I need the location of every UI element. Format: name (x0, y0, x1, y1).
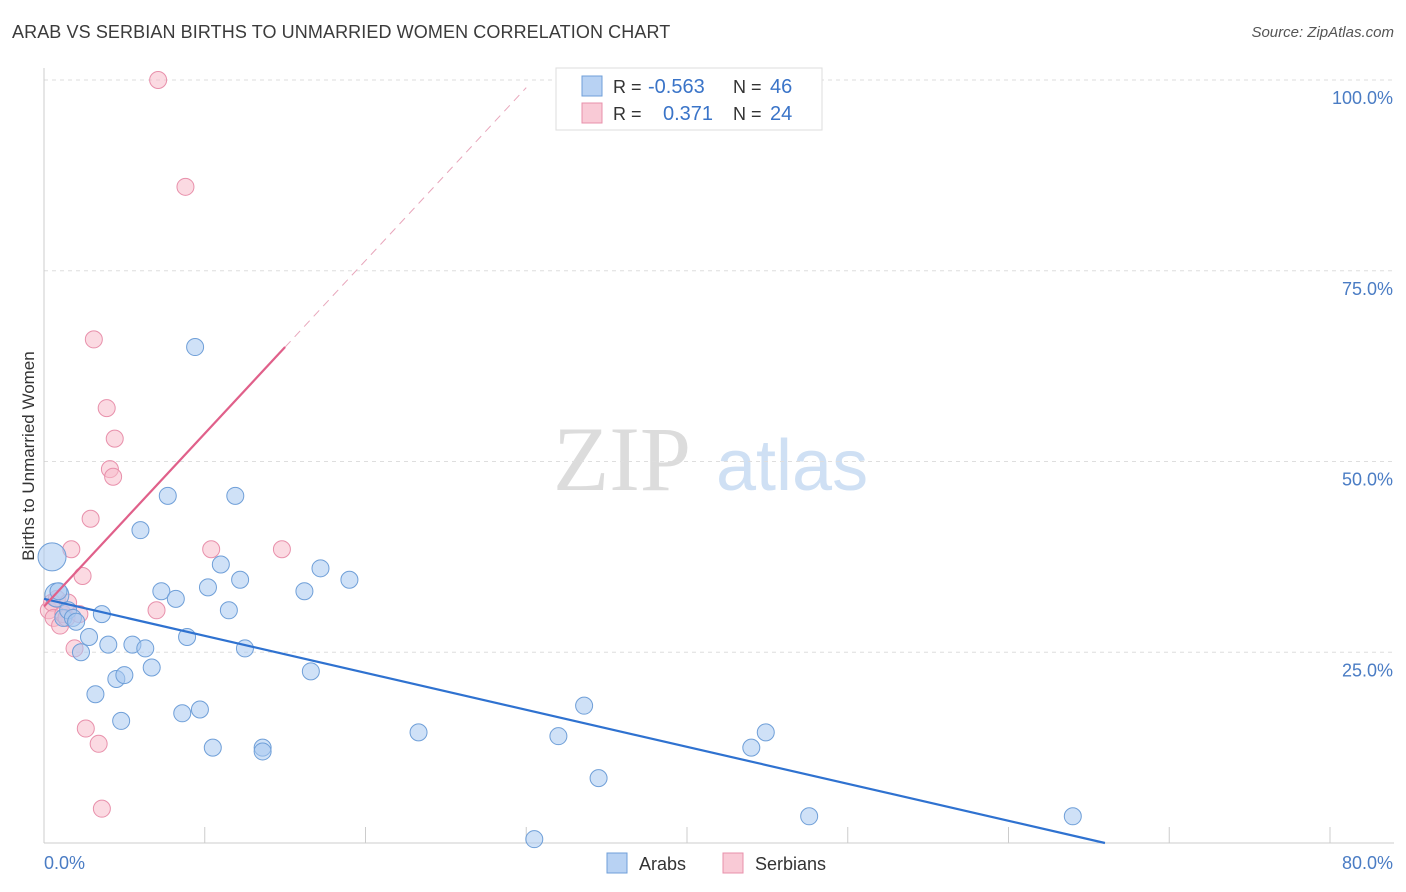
arabs-point (409, 723, 428, 742)
y-axis-label: Births to Unmarried Women (19, 351, 38, 560)
stats-n-label-arabs: N = (733, 77, 762, 97)
arabs-point (575, 696, 594, 715)
stats-r-label-serbians: R = (613, 104, 642, 124)
serbians-point (202, 540, 221, 559)
arabs-point (112, 711, 131, 730)
legend-swatch-serbians[interactable] (722, 852, 744, 874)
serbians-trend-line (43, 346, 286, 608)
stats-swatch-serbians (581, 102, 603, 124)
arabs-point (340, 570, 359, 589)
serbians-point (89, 734, 108, 753)
arabs-point (80, 627, 99, 646)
stats-r-value-arabs: -0.563 (648, 76, 705, 98)
arabs-point (226, 486, 245, 505)
arabs-point (158, 486, 177, 505)
x-tick-label-max: 80.0% (1342, 853, 1393, 873)
arabs-point (231, 570, 250, 589)
arabs-point (115, 666, 134, 685)
arabs-point (152, 582, 171, 601)
arabs-point (142, 658, 161, 677)
arabs-point (800, 807, 819, 826)
serbians-point (104, 467, 123, 486)
stats-legend: R = -0.563 N = 46 R = 0.371 N = 24 (555, 67, 823, 131)
y-tick-label-25: 25.0% (1342, 660, 1393, 680)
arabs-point (186, 338, 205, 357)
serbians-point (149, 71, 168, 89)
bottom-legend: Arabs Serbians (606, 852, 826, 874)
stats-n-value-arabs: 46 (770, 76, 792, 98)
x-ticks (204, 827, 1331, 843)
arabs-point (756, 723, 775, 742)
arabs-points (37, 338, 1082, 849)
watermark-zip: ZIP (553, 408, 691, 510)
legend-label-serbians[interactable]: Serbians (755, 854, 826, 874)
stats-n-value-serbians: 24 (770, 103, 792, 125)
arabs-point (136, 639, 155, 658)
serbians-point (73, 566, 92, 585)
arabs-point (173, 704, 192, 723)
arabs-point (301, 662, 320, 681)
arabs-point (99, 635, 118, 654)
y-tick-label-100: 100.0% (1332, 88, 1393, 108)
trend-lines (43, 87, 1106, 845)
arabs-point (190, 700, 209, 719)
serbians-point (176, 177, 195, 196)
arabs-point (203, 738, 222, 757)
stats-r-value-serbians: 0.371 (663, 103, 713, 125)
arabs-point (311, 559, 330, 578)
arabs-point (549, 727, 568, 746)
arabs-point (235, 639, 254, 658)
arabs-point (67, 612, 86, 631)
serbians-point (97, 399, 116, 418)
watermark-atlas: atlas (716, 426, 868, 506)
serbians-point (84, 330, 103, 349)
legend-swatch-arabs[interactable] (606, 852, 628, 874)
y-tick-labels: 25.0% 50.0% 75.0% 100.0% (1332, 88, 1393, 680)
serbians-point (76, 719, 95, 738)
arabs-point (71, 643, 90, 662)
arabs-point (131, 521, 150, 540)
y-tick-label-75: 75.0% (1342, 279, 1393, 299)
legend-label-arabs[interactable]: Arabs (639, 854, 686, 874)
serbians-point (105, 429, 124, 448)
serbians-point (92, 799, 111, 818)
arabs-point (219, 601, 238, 620)
serbians-point (81, 509, 100, 528)
arabs-point (525, 830, 544, 849)
stats-swatch-arabs (581, 75, 603, 97)
serbians-point (147, 601, 166, 620)
arabs-point (742, 738, 761, 757)
arabs-point (211, 555, 230, 574)
arabs-point (166, 589, 185, 608)
arabs-point (86, 685, 105, 704)
arabs-point (295, 582, 314, 601)
serbians-points (39, 71, 291, 818)
arabs-point (589, 769, 608, 788)
x-tick-label-min: 0.0% (44, 853, 85, 873)
serbians-trend-extension (284, 87, 527, 348)
arabs-point (198, 578, 217, 597)
arabs-point (1063, 807, 1082, 826)
y-tick-label-50: 50.0% (1342, 470, 1393, 490)
serbians-point (272, 540, 291, 559)
arabs-point (253, 742, 272, 761)
source-label: Source: ZipAtlas.com (1251, 24, 1394, 41)
arabs-trend-line (43, 597, 1106, 845)
gridlines (44, 79, 1394, 653)
stats-n-label-serbians: N = (733, 104, 762, 124)
chart-title: ARAB VS SERBIAN BIRTHS TO UNMARRIED WOME… (12, 22, 671, 42)
arabs-point (37, 542, 67, 572)
stats-r-label-arabs: R = (613, 77, 642, 97)
